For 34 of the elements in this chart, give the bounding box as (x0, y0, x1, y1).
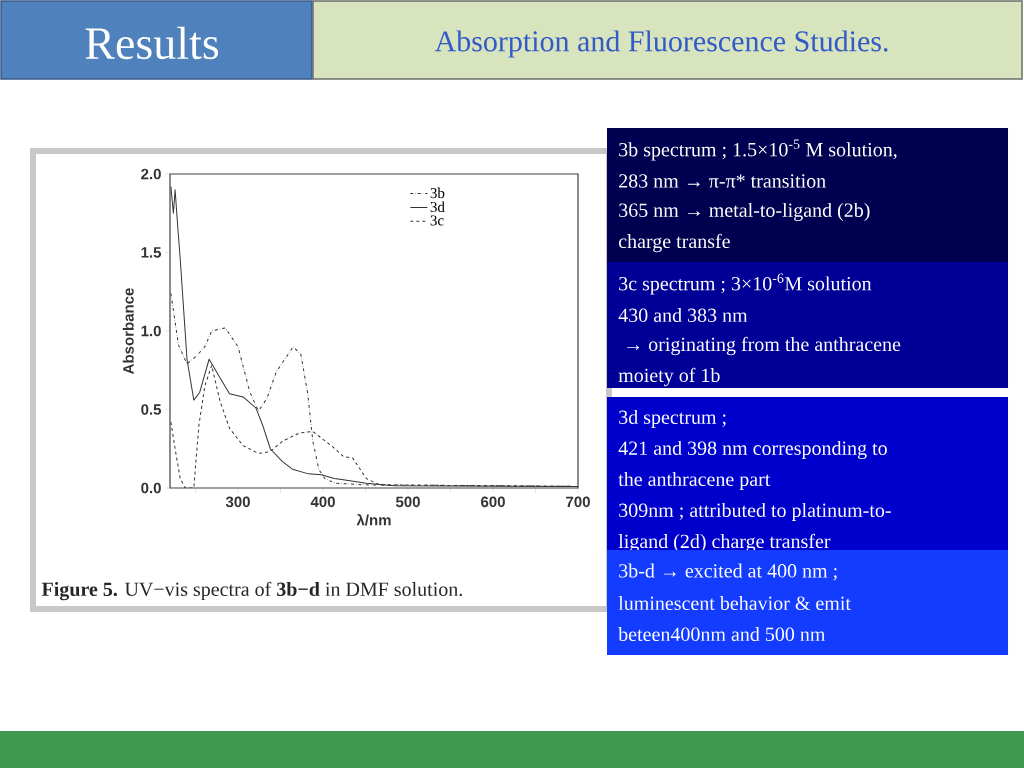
text: Absorption and Fluorescence Studies. (434, 30, 888, 58)
text: the anthracene part (618, 471, 771, 491)
y-tick-label: 1.0 (141, 325, 161, 337)
text: moiety of 1b (618, 367, 720, 387)
x-tick-label: 600 (481, 496, 505, 508)
x-tick-label: 400 (310, 496, 335, 508)
text: 3d spectrum ; (619, 409, 726, 429)
text: → originating from the anthracene (627, 336, 901, 356)
y-tick-label: 1.5 (141, 247, 162, 258)
text: luminescent behavior & emit (618, 595, 851, 611)
legend-label: 3b (430, 187, 445, 199)
text: ligand (2d) charge transfer (618, 533, 831, 553)
legend-label: 3c (430, 215, 444, 226)
text: 421 and 398 nm corresponding to (618, 440, 887, 460)
text: 309nm ; attributed to platinum-to- (619, 502, 891, 522)
text: 3c spectrum ; 3×10$^{-6}$M solution (619, 273, 872, 295)
text: 365 nm → metal-to-ligand (2b) (619, 202, 870, 222)
y-axis-title: Absorbance (122, 288, 134, 374)
chart-title: Results (85, 26, 219, 60)
x-axis-title: λ/nm (356, 514, 391, 526)
y-tick-label: 0.0 (141, 482, 161, 494)
y-tick-label: 2.0 (141, 168, 161, 180)
x-tick-label: 300 (225, 496, 250, 508)
x-tick-label: 500 (395, 496, 420, 508)
text: beteen400nm and 500 nm (618, 626, 826, 642)
text: Figure 5. UV−vis spectra of 3b−d in DMF solution. (41, 581, 462, 601)
text: charge transfe (618, 233, 730, 253)
x-tick-label: 700 (566, 496, 590, 508)
y-tick-label: 0.5 (141, 404, 162, 415)
text: 3b-d → excited at 400 nm ; (619, 563, 837, 581)
legend-label: 3d (430, 201, 445, 213)
text: 3b spectrum ; 1.5×10$^{-5}$ M solution, (619, 139, 897, 161)
text: 283 nm → π-π* transition (619, 174, 826, 188)
text: 430 and 383 nm (618, 307, 748, 323)
